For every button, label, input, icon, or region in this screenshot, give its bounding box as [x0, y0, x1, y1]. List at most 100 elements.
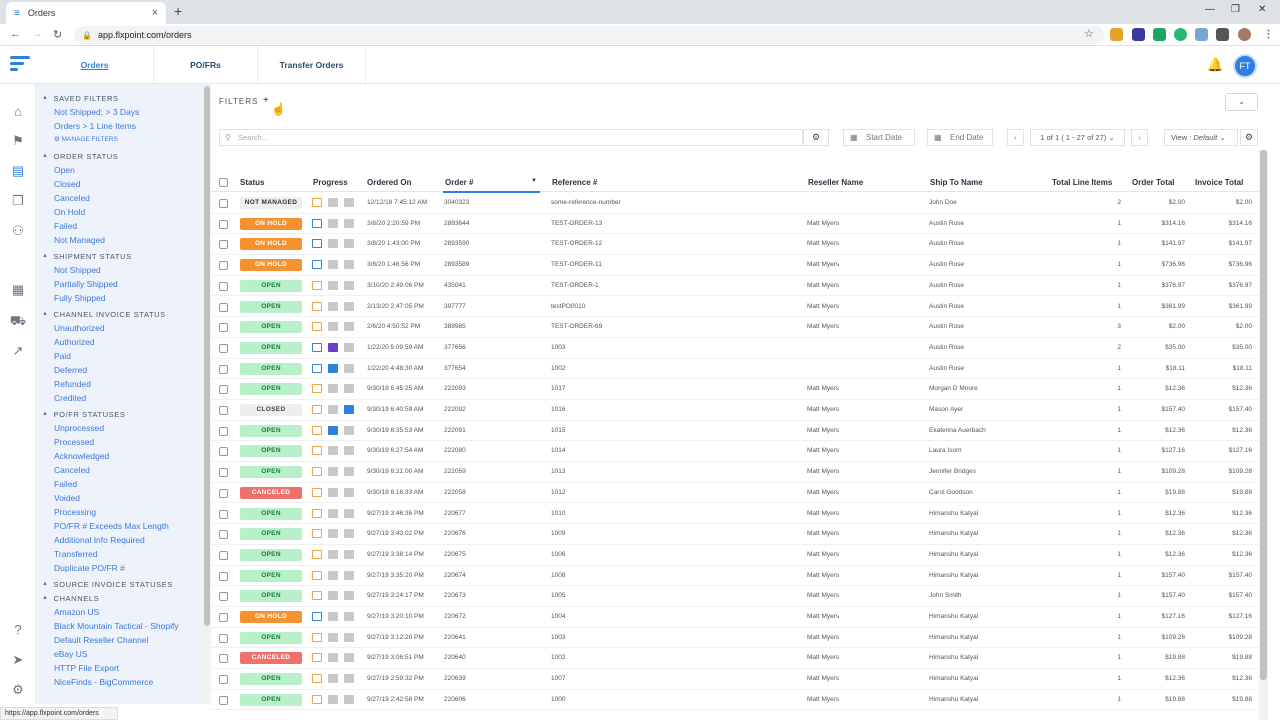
filter-section-header[interactable]: ▲ CHANNELS	[42, 593, 203, 603]
filter-item[interactable]: eBay US	[54, 649, 88, 659]
table-row[interactable]: OPEN 9/30/19 6:27:54 AM 222080 1014 Matt Mye…	[211, 441, 1261, 463]
order-number-cell[interactable]: 220641	[444, 633, 466, 641]
bookmark-star-icon[interactable]: ☆	[1084, 28, 1094, 40]
row-checkbox[interactable]	[219, 613, 228, 622]
back-icon[interactable]: ←	[10, 28, 21, 40]
filter-item[interactable]: Fully Shipped	[54, 293, 106, 303]
next-page-button[interactable]: ›	[1131, 129, 1148, 146]
row-checkbox[interactable]	[219, 364, 228, 374]
table-row[interactable]: OPEN 9/27/19 3:24:17 PM 220673 1005 Matt Mye…	[211, 586, 1261, 607]
filter-item[interactable]: Duplicate PO/FR #	[54, 563, 125, 573]
view-select[interactable]: View : Default ⌄	[1164, 129, 1238, 146]
end-date-input[interactable]: ▦ End Date	[927, 129, 993, 146]
sort-descending-icon[interactable]: ▼	[531, 178, 537, 184]
table-row[interactable]: OPEN 9/27/19 2:42:58 PM 220606 1000 Matt Mye…	[211, 690, 1261, 711]
filter-item[interactable]: Not Shipped: > 3 Days	[54, 107, 140, 117]
row-checkbox[interactable]	[219, 633, 228, 643]
select-all-checkbox[interactable]	[219, 178, 228, 187]
filter-item[interactable]: Failed	[54, 479, 78, 489]
flxpoint-logo[interactable]	[10, 56, 30, 74]
start-date-input[interactable]: ▦ Start Date	[843, 129, 915, 146]
order-number-cell[interactable]: 397777	[444, 302, 466, 310]
order-number-cell[interactable]: 220675	[444, 550, 466, 558]
table-row[interactable]: OPEN 3/10/20 2:49:06 PM 435041 TEST-ORDER-1…	[211, 276, 1261, 297]
order-number-cell[interactable]: 377654	[444, 364, 466, 372]
browser-tab[interactable]: ≡ Orders ×	[6, 2, 166, 24]
reload-icon[interactable]: ↻	[53, 29, 63, 41]
search-input[interactable]: ⚲ Search...	[219, 129, 803, 146]
table-row[interactable]: ON HOLD 9/27/19 3:20:10 PM 220672 1004 Matt …	[211, 607, 1261, 628]
forward-icon[interactable]: →	[32, 28, 43, 40]
inbox-icon[interactable]: ▤	[11, 163, 25, 178]
column-header-reference[interactable]: Reference #	[552, 178, 598, 187]
order-number-cell[interactable]: 220606	[444, 695, 466, 703]
filter-section-header[interactable]: ▲ SOURCE INVOICE STATUSES	[42, 579, 203, 589]
clipboard-icon[interactable]: ▦	[11, 282, 25, 297]
users-icon[interactable]: ⚇	[12, 223, 24, 238]
filter-item[interactable]: Unprocessed	[54, 423, 105, 433]
order-number-cell[interactable]: 222092	[444, 406, 466, 413]
puzzle-icon[interactable]	[1216, 28, 1229, 41]
row-checkbox[interactable]	[219, 240, 228, 250]
order-number-cell[interactable]: 220640	[444, 654, 466, 662]
order-number-cell[interactable]: 220674	[444, 571, 466, 579]
column-header-ship-to-name[interactable]: Ship To Name	[930, 178, 983, 187]
filter-item[interactable]: HTTP File Export	[54, 663, 120, 673]
help-icon[interactable]: ?	[14, 622, 22, 637]
new-tab-button[interactable]: +	[174, 3, 183, 19]
order-number-cell[interactable]: 377656	[444, 343, 466, 351]
order-number-cell[interactable]: 220676	[444, 530, 466, 538]
table-row[interactable]: OPEN 1/22/20 4:48:30 AM 377654 1002 Austin R…	[211, 359, 1261, 380]
notification-bell-icon[interactable]: 🔔	[1207, 57, 1224, 72]
order-number-cell[interactable]: 222059	[444, 468, 466, 476]
main-scrollbar[interactable]	[1259, 150, 1268, 720]
order-number-cell[interactable]: 222058	[444, 488, 466, 496]
view-settings-gear-icon[interactable]: ⚙	[1240, 129, 1258, 146]
extension-icon[interactable]	[1153, 28, 1166, 41]
order-number-cell[interactable]: 220673	[444, 592, 466, 600]
filter-item[interactable]: Canceled	[54, 193, 90, 203]
row-checkbox[interactable]	[219, 261, 228, 271]
filter-item[interactable]: Canceled	[54, 465, 90, 475]
filter-item[interactable]: Closed	[54, 179, 81, 189]
filter-section-header[interactable]: ▲ CHANNEL INVOICE STATUS	[42, 309, 203, 319]
collapse-chevron-button[interactable]: ⌄	[1225, 93, 1258, 111]
row-checkbox[interactable]	[219, 302, 228, 312]
filter-item[interactable]: Authorized	[54, 337, 95, 347]
table-row[interactable]: OPEN 9/27/19 3:12:20 PM 220641 1003 Matt Mye…	[211, 628, 1261, 649]
table-row[interactable]: OPEN 9/30/19 6:35:53 AM 222091 1015 Matt Mye…	[211, 421, 1261, 442]
row-checkbox[interactable]	[219, 426, 228, 436]
row-checkbox[interactable]	[219, 219, 228, 229]
filter-item[interactable]: Transferred	[54, 549, 98, 559]
documents-icon[interactable]: ❐	[12, 193, 24, 208]
filter-item[interactable]: PO/FR # Exceeds Max Length	[54, 521, 169, 531]
filter-item[interactable]: Black Mountain Tactical - Shopify	[54, 621, 179, 631]
order-number-cell[interactable]: 2893589	[444, 261, 470, 269]
tab-orders[interactable]: Orders	[36, 46, 154, 84]
tab-transfer-orders[interactable]: Transfer Orders	[258, 46, 366, 84]
filter-item[interactable]: Not Managed	[54, 235, 106, 245]
row-checkbox[interactable]	[219, 592, 228, 602]
filter-item[interactable]: Processing	[54, 507, 97, 517]
row-checkbox[interactable]	[219, 695, 228, 705]
order-number-cell[interactable]: 220639	[444, 675, 466, 683]
row-checkbox[interactable]	[219, 571, 228, 581]
table-row[interactable]: ON HOLD 3/8/20 1:43:00 PM 2893590 TEST-ORDE…	[211, 234, 1261, 256]
extension-icon[interactable]	[1195, 28, 1208, 41]
row-checkbox[interactable]	[219, 675, 228, 685]
row-checkbox[interactable]	[219, 654, 228, 664]
profile-avatar-icon[interactable]	[1238, 28, 1251, 41]
url-bar[interactable]: 🔒 app.flxpoint.com/orders	[74, 26, 1104, 44]
row-checkbox[interactable]	[219, 468, 228, 478]
extension-icon[interactable]	[1110, 28, 1123, 41]
cart-icon[interactable]: ⛟	[9, 313, 27, 328]
row-checkbox[interactable]	[219, 447, 228, 457]
filter-item[interactable]: Paid	[54, 351, 72, 361]
table-row[interactable]: OPEN 9/30/19 6:21:00 AM 222059 1013 Matt Mye…	[211, 462, 1261, 483]
table-row[interactable]: OPEN 9/27/19 3:35:20 PM 220674 1008 Matt Mye…	[211, 566, 1261, 587]
filter-section-header[interactable]: ▲ PO/FR STATUSES	[42, 409, 203, 419]
minimize-icon[interactable]: —	[1205, 4, 1215, 15]
restore-icon[interactable]: ❐	[1231, 4, 1240, 15]
kebab-menu-icon[interactable]: ⋮	[1263, 29, 1274, 40]
close-window-icon[interactable]: ✕	[1258, 4, 1267, 15]
